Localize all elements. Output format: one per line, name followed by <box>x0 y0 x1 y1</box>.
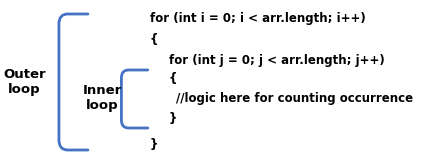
Text: {: { <box>149 33 158 46</box>
Text: for (int j = 0; j < arr.length; j++): for (int j = 0; j < arr.length; j++) <box>169 54 385 67</box>
Text: for (int i = 0; i < arr.length; i++): for (int i = 0; i < arr.length; i++) <box>149 12 365 25</box>
Text: Inner
loop: Inner loop <box>82 84 122 112</box>
Text: //logic here for counting occurrence: //logic here for counting occurrence <box>176 92 413 105</box>
Text: {: { <box>169 72 177 85</box>
Text: }: } <box>149 138 158 151</box>
Text: }: } <box>169 112 177 125</box>
Text: Outer
loop: Outer loop <box>4 68 46 96</box>
